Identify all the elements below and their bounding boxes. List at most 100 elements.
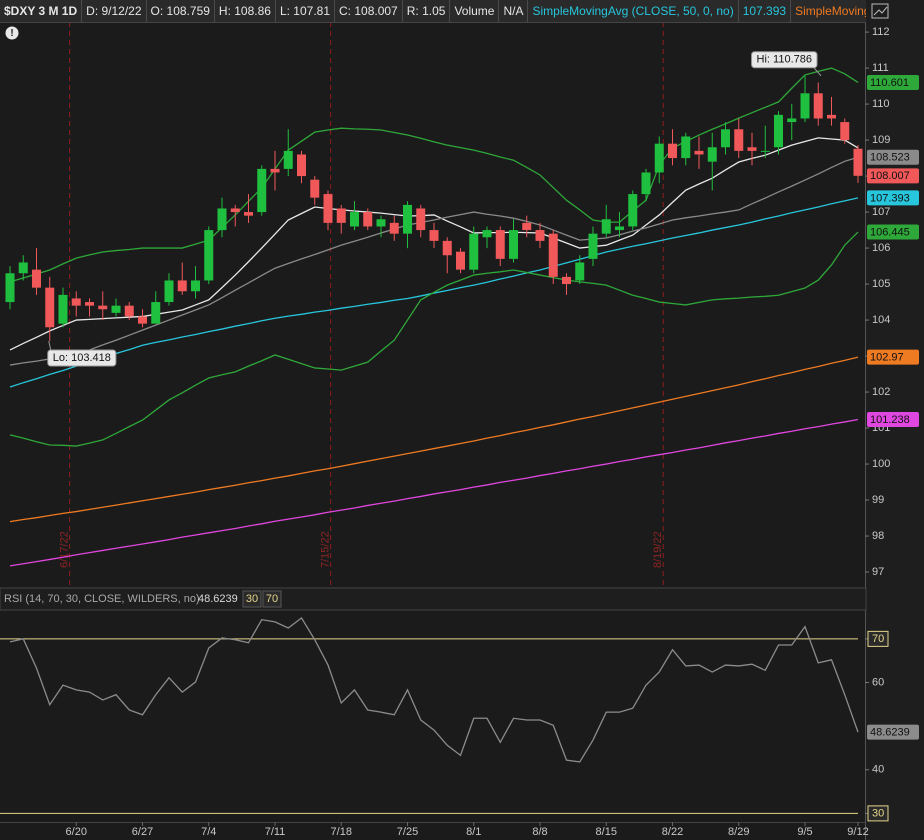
candle-body [813,93,823,119]
candle-body [5,273,15,303]
extreme-label-pointer [813,67,822,77]
x-tick-label: 8/29 [728,826,749,838]
header-range: R: 1.05 [403,0,451,22]
y-tick-label: 30 [872,807,884,819]
panel-icon-line [873,6,888,16]
candle-body [376,219,386,227]
candle-body [469,233,479,270]
x-tick-label: 9/5 [797,826,812,838]
level-tick-box [867,630,889,647]
value-badge [867,411,919,427]
candle-body [707,147,717,162]
value-badge [867,190,919,206]
value-badge-label: 107.393 [870,192,910,204]
candle-body [641,172,651,195]
extreme-label-box [47,349,117,367]
event-label: 6/17/22 [59,531,71,568]
extreme-label-pointer [48,340,52,351]
extreme-label: Hi: 110.786 [751,51,822,77]
y-tick-label: 60 [872,676,884,688]
candle-body [827,114,836,119]
x-tick-label: 6/27 [132,826,153,838]
y-tick-label: 109 [872,134,890,146]
x-tick-label: 8/8 [532,826,547,838]
value-badge-label: 102.97 [870,352,904,364]
candle-body [654,143,664,173]
header-open: O: 108.759 [147,0,215,22]
value-badge [867,74,919,90]
y-tick-label: 110 [872,98,890,110]
candle-body [760,150,770,152]
header-high: H: 108.86 [215,0,276,22]
value-badge-label: 110.601 [870,77,909,89]
event-label: 7/15/22 [320,531,332,568]
value-badge [867,724,919,740]
value-badge [867,224,919,240]
candle-body [124,305,134,317]
candle-body [310,179,320,198]
x-tick-label: 8/15 [596,826,617,838]
symbol[interactable]: $DXY 3 M 1D [0,0,83,22]
y-tick-label: 104 [872,314,890,326]
candle-body [840,122,850,141]
value-badge-label: 108.523 [870,152,910,164]
rsi-oversold-box [242,590,262,608]
candle-body [164,280,174,303]
candle-body [323,194,333,223]
value-badge [867,168,919,184]
panel-icon[interactable] [871,3,889,19]
candle-body [681,136,691,159]
candle-body [522,222,532,231]
alert-icon[interactable] [5,26,19,40]
rsi-overbought-box [262,590,282,608]
alert-icon-glyph: ! [10,28,13,39]
candle-body [721,129,730,148]
extreme-label-text: Hi: 110.786 [757,54,812,66]
x-tick-label: 6/20 [66,826,87,838]
candle-body [800,93,810,119]
candle-body [535,230,545,241]
y-tick-label: 102 [872,386,890,398]
y-tick-label: 112 [872,26,890,38]
volume-value: N/A [499,0,529,22]
candle-body [283,150,293,169]
panel-icon-frame [871,3,889,19]
x-tick-label: 7/11 [265,826,286,838]
study-value: 107.393 [739,0,792,22]
rsi-header-strip [0,587,867,611]
study-name[interactable]: SimpleMovingAvg (CLOSE, 50, 0, no) [528,0,739,22]
value-badge [867,349,919,365]
x-tick-label: 7/25 [397,826,418,838]
candle-body [350,212,359,227]
rsi-overbought: 70 [266,593,278,605]
candle-body [257,168,267,213]
candle-body [244,212,253,216]
rsi-oversold: 30 [246,593,258,605]
rsi-line [9,616,859,763]
candle-body [548,233,558,277]
candle-body [45,287,55,328]
y-tick-label: 100 [872,458,890,470]
header-low: L: 107.81 [276,0,336,22]
candle-body [138,316,147,324]
candle-body [575,262,585,281]
candle-body [562,276,571,285]
candle-body [787,118,797,123]
candle-body [151,302,161,324]
indicator-line [9,156,859,366]
candle-body [98,305,108,310]
candle-body [588,233,598,259]
candle-body [71,298,81,306]
candle-body [668,143,677,159]
candle-body [389,222,399,234]
x-tick-label: 7/4 [201,826,216,838]
x-tick-label: 7/18 [331,826,352,838]
x-tick-label: 8/1 [466,826,481,838]
candle-body [18,262,28,274]
volume-label: Volume [450,0,500,22]
study-name[interactable]: SimpleMovingAvg ... [795,4,866,18]
header-close: C: 108.007 [335,0,403,22]
candle-body [230,208,240,213]
